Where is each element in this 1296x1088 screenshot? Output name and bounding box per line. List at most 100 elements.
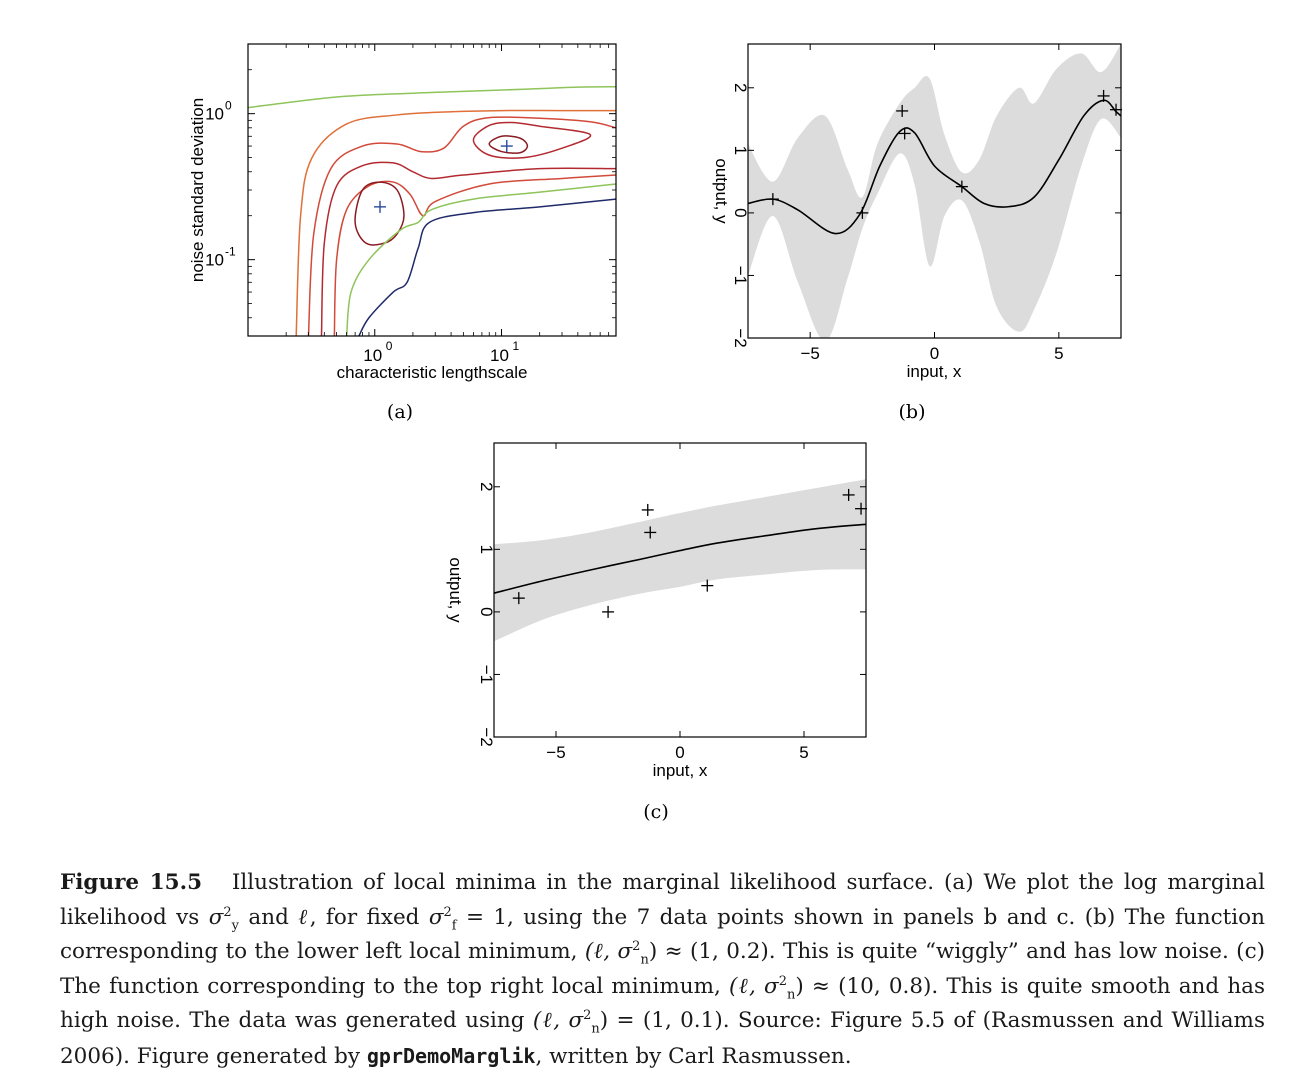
y-tick-label: 0 <box>731 208 750 217</box>
contour-line <box>320 161 616 336</box>
confidence-band <box>748 44 1121 338</box>
math-expression: (ℓ, σ <box>729 973 779 999</box>
y-tick-label: 10 <box>205 105 224 124</box>
caption-text: = 1, using the 7 data points shown in pa… <box>60 904 1265 965</box>
data-point-marker <box>1097 89 1110 102</box>
caption-text: ) ≈ (10, 0.8). This is quite smooth and … <box>60 973 1266 1034</box>
y-tick-label: 1 <box>477 545 496 554</box>
data-point-marker <box>898 127 911 140</box>
y-tick-label: −2 <box>477 727 496 746</box>
superscript: 2 <box>443 904 452 920</box>
data-point-marker <box>641 503 654 516</box>
x-tick-exponent: 1 <box>513 339 520 353</box>
math-expression: (ℓ, σ <box>584 939 633 964</box>
contour-line <box>358 198 616 336</box>
data-point-marker <box>602 605 615 618</box>
data-point-marker <box>644 526 657 539</box>
y-tick-label: −1 <box>731 266 750 285</box>
x-tick-label: 0 <box>675 743 684 762</box>
y-tick-label: 1 <box>731 146 750 155</box>
caption-text: ) = (1, 0.1). Source: Figure 5.5 of (Ras… <box>60 1008 1265 1069</box>
y-tick-exponent: 0 <box>225 99 232 113</box>
y-axis-label: output, y <box>712 158 731 224</box>
contour-line <box>472 121 592 159</box>
data-point-marker <box>512 592 525 605</box>
y-tick-label: 2 <box>731 83 750 92</box>
code-name: gprDemoMarglik <box>366 1043 536 1068</box>
x-axis-label: input, x <box>907 362 962 381</box>
superscript: 2 <box>778 973 787 989</box>
superscript: 2 <box>583 1007 592 1023</box>
axis-ticks: 10 0 10 110 -110 0 <box>205 44 616 365</box>
contour-line <box>248 85 616 109</box>
subscript: n <box>787 986 796 1002</box>
caption-text: and <box>239 904 299 930</box>
y-tick-label: 0 <box>477 607 496 616</box>
x-tick-label: −5 <box>546 743 565 762</box>
data-point-marker <box>955 180 968 193</box>
panel-label: (c) <box>643 801 668 823</box>
contour-line <box>295 109 616 336</box>
data-point-marker <box>701 579 714 592</box>
x-tick-label: 5 <box>799 743 808 762</box>
x-tick-exponent: 0 <box>386 339 393 353</box>
caption-text: , written by Carl Rasmussen. <box>535 1043 852 1069</box>
data-point-marker <box>766 193 779 206</box>
subscript: n <box>640 952 649 968</box>
panel-b: −5 0 5 −2 −1 0 1 2 input, x output, y (b) <box>712 43 1123 423</box>
panel-label: (a) <box>387 401 413 423</box>
contour-line <box>307 116 616 336</box>
data-points <box>766 89 1123 219</box>
data-point-marker <box>856 206 869 219</box>
panel-c: −5 0 5 −2 −1 0 1 2 input, x output, y (c) <box>446 442 868 823</box>
figure-caption: Figure 15.5 Illustration of local minima… <box>60 866 1265 1074</box>
superscript: 2 <box>223 904 232 920</box>
confidence-band <box>494 479 866 642</box>
caption-text: Illustration of local minima in the marg… <box>60 870 1265 930</box>
contour-lines <box>248 85 616 336</box>
x-axis-label: input, x <box>653 761 708 780</box>
minimum-marker <box>374 200 387 213</box>
subscript: n <box>591 1021 600 1037</box>
math-expression: (ℓ, σ <box>532 1008 584 1033</box>
x-tick-label: −5 <box>800 344 819 363</box>
minima-markers <box>374 140 513 213</box>
contour-line <box>345 183 616 336</box>
y-tick-label: −1 <box>477 665 496 684</box>
x-axis-label: characteristic lengthscale <box>337 363 528 382</box>
figure-panels: 10 0 10 110 -110 0 characteristic lengthscale… <box>188 43 1123 823</box>
caption-text: ) ≈ (1, 0.2). This is quite “wiggly” and… <box>60 939 1266 999</box>
x-tick-label: 0 <box>930 344 939 363</box>
contour-line <box>354 181 405 246</box>
data-point-marker <box>855 502 868 515</box>
axis-ticks: −5 0 5 −2 −1 0 1 2 <box>477 443 866 762</box>
data-points <box>512 488 868 618</box>
minimum-marker <box>500 140 513 153</box>
x-tick-label: 10 <box>490 346 509 365</box>
mean-line <box>748 99 1121 235</box>
superscript: 2 <box>632 938 641 954</box>
data-point-marker <box>842 488 855 501</box>
y-axis-label: output, y <box>446 557 465 623</box>
sigma-symbol: σ <box>428 904 444 930</box>
data-point-marker <box>1110 103 1123 116</box>
data-point-marker <box>896 104 909 117</box>
sigma-symbol: σ <box>208 904 224 930</box>
y-tick-label: 2 <box>477 482 496 491</box>
y-tick-label: −2 <box>731 328 750 347</box>
mean-line <box>494 523 866 594</box>
axis-ticks: −5 0 5 −2 −1 0 1 2 <box>731 44 1121 363</box>
subscript: f <box>451 917 457 933</box>
y-axis-label: noise standard deviation <box>188 98 207 282</box>
panel-label: (b) <box>899 401 926 423</box>
ell-symbol: ℓ <box>298 904 310 930</box>
y-tick-label: 10 <box>205 251 224 270</box>
contour-line <box>333 174 616 336</box>
panel-a: 10 0 10 110 -110 0 characteristic lengthscale… <box>188 43 617 423</box>
x-tick-label: 5 <box>1054 344 1063 363</box>
figure-number: Figure 15.5 <box>60 870 203 895</box>
caption-text: , for fixed <box>309 904 429 930</box>
x-tick-label: 10 <box>363 346 382 365</box>
subscript: y <box>231 917 240 933</box>
contour-line <box>488 135 529 154</box>
